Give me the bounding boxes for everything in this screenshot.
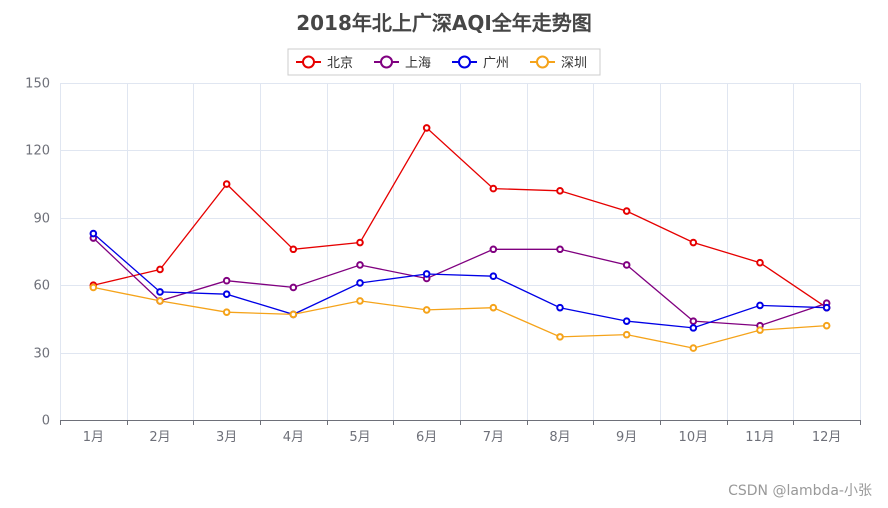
data-point[interactable] (222, 276, 231, 285)
legend-label: 深圳 (561, 56, 587, 71)
grid (60, 83, 861, 420)
data-point[interactable] (756, 326, 764, 334)
data-point[interactable] (489, 184, 498, 193)
data-point[interactable] (622, 261, 631, 269)
x-tick-label: 10月 (679, 430, 709, 445)
x-tick-label: 9月 (616, 430, 637, 445)
x-tick-label: 11月 (745, 430, 775, 445)
data-point[interactable] (356, 261, 364, 269)
data-point[interactable] (356, 297, 364, 305)
data-point[interactable] (422, 270, 431, 278)
x-tick-label: 4月 (283, 430, 304, 445)
x-tick-label: 8月 (549, 430, 570, 445)
legend-marker-icon (302, 55, 315, 69)
legend-label: 上海 (405, 56, 431, 71)
chart-title: 2018年北上广深AQI全年走势图 (296, 11, 592, 35)
data-point[interactable] (222, 308, 231, 316)
y-tick-label: 90 (33, 212, 50, 227)
data-point[interactable] (489, 245, 498, 254)
data-point[interactable] (489, 303, 498, 312)
data-point[interactable] (556, 187, 564, 195)
legend-marker-icon (380, 55, 393, 69)
x-tick-label: 3月 (216, 430, 237, 445)
data-point[interactable] (422, 124, 431, 132)
data-point[interactable] (489, 272, 498, 281)
data-point[interactable] (89, 283, 98, 292)
series-line (92, 237, 827, 327)
data-point[interactable] (756, 258, 764, 267)
x-tick-label: 12月 (812, 430, 842, 445)
y-tick-label: 150 (25, 77, 50, 92)
series-line (92, 233, 827, 329)
data-point[interactable] (89, 229, 98, 238)
data-point[interactable] (556, 303, 564, 312)
legend-border (287, 48, 601, 76)
data-point[interactable] (622, 330, 631, 339)
legend-item[interactable]: 上海 (374, 55, 431, 71)
data-point[interactable] (689, 317, 698, 325)
data-point[interactable] (156, 297, 164, 305)
data-point[interactable] (156, 265, 164, 274)
data-point[interactable] (556, 245, 564, 254)
y-tick-label: 30 (33, 347, 50, 362)
series-0 (89, 124, 831, 312)
x-tick-label: 5月 (349, 430, 370, 445)
y-tick-label: 0 (42, 414, 50, 429)
legend-label: 北京 (327, 56, 353, 71)
data-point[interactable] (356, 279, 364, 287)
series-layer (89, 124, 831, 352)
data-point[interactable] (822, 321, 831, 330)
legend-marker-icon (536, 55, 549, 69)
data-point[interactable] (622, 317, 631, 325)
x-tick-label: 1月 (83, 430, 104, 445)
legend-label: 广州 (483, 56, 509, 71)
data-point[interactable] (222, 180, 231, 188)
data-point[interactable] (756, 301, 764, 310)
legend-marker-icon (458, 55, 471, 69)
series-1 (89, 234, 831, 330)
data-point[interactable] (222, 290, 231, 298)
legend[interactable]: 北京 上海 广州 深圳 (287, 48, 601, 76)
legend-item[interactable]: 深圳 (530, 55, 587, 71)
series-3 (89, 283, 831, 352)
legend-item[interactable]: 广州 (452, 55, 509, 71)
data-point[interactable] (422, 306, 431, 314)
data-point[interactable] (356, 238, 364, 247)
x-tick-label: 2月 (149, 430, 170, 445)
x-tick-label: 7月 (483, 430, 504, 445)
series-line (93, 126, 828, 309)
legend-item[interactable]: 北京 (296, 55, 353, 71)
data-point[interactable] (822, 303, 831, 312)
y-tick-label: 120 (25, 144, 50, 159)
data-point[interactable] (289, 245, 298, 254)
data-point[interactable] (156, 288, 164, 296)
data-point[interactable] (689, 344, 698, 352)
data-point[interactable] (689, 324, 698, 332)
axes: 0 30 60 90 120 150 1月 2月 3月 4月 5月 6月 7月 8月 9月 10月 11月 12月 (25, 77, 861, 445)
data-point[interactable] (289, 283, 298, 292)
x-tick-label: 6月 (416, 430, 437, 445)
watermark-text: CSDN @lambda-小张 (728, 483, 872, 499)
data-point[interactable] (622, 207, 631, 215)
series-line (93, 286, 827, 349)
y-tick-label: 60 (33, 279, 50, 294)
data-point[interactable] (556, 333, 564, 341)
data-point[interactable] (289, 310, 298, 319)
data-point[interactable] (689, 238, 698, 247)
